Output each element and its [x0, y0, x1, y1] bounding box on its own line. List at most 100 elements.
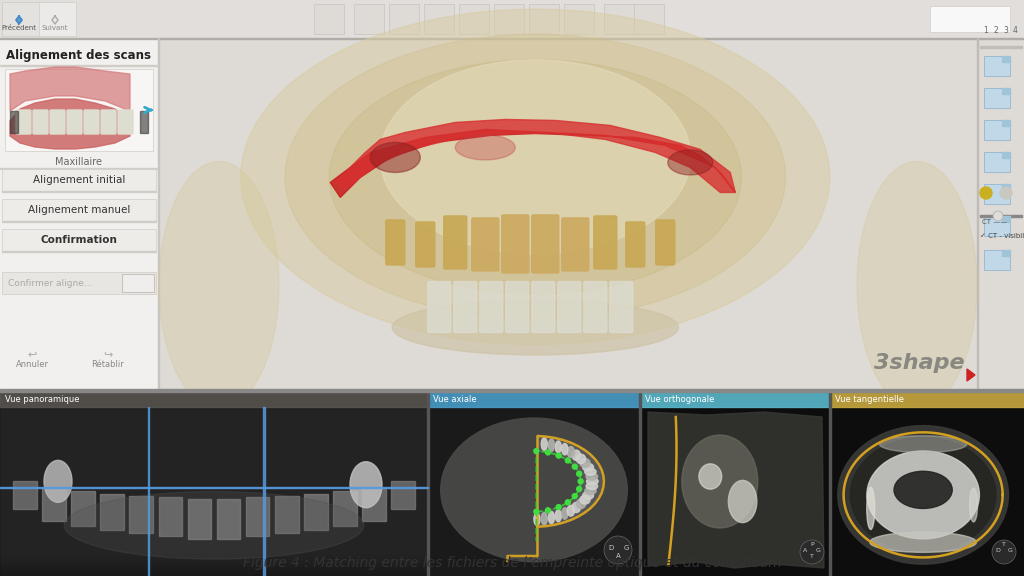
Ellipse shape: [392, 300, 679, 355]
Bar: [634, 4, 664, 34]
Bar: [0, 554, 428, 555]
Bar: [2, 221, 156, 222]
Bar: [0, 416, 428, 417]
Bar: [564, 4, 594, 34]
Bar: [0, 573, 428, 574]
Bar: [0, 413, 428, 414]
Bar: [829, 391, 831, 576]
Bar: [314, 4, 344, 34]
Bar: [0, 476, 428, 477]
Ellipse shape: [869, 532, 977, 552]
Ellipse shape: [583, 491, 594, 499]
Bar: [0, 411, 428, 412]
Circle shape: [577, 471, 582, 476]
Bar: [0, 38, 1024, 39]
Bar: [0, 536, 428, 537]
Text: G: G: [816, 548, 821, 553]
FancyBboxPatch shape: [101, 110, 116, 134]
FancyBboxPatch shape: [531, 282, 555, 332]
Bar: [980, 46, 1022, 48]
Ellipse shape: [857, 161, 977, 408]
Bar: [0, 420, 428, 421]
Bar: [0, 544, 428, 545]
Ellipse shape: [350, 462, 382, 507]
Bar: [0, 529, 428, 530]
Bar: [0, 570, 428, 571]
Bar: [0, 417, 428, 418]
Bar: [984, 120, 1010, 140]
Bar: [0, 557, 428, 558]
Polygon shape: [10, 67, 130, 111]
Bar: [0, 431, 428, 432]
Ellipse shape: [668, 150, 713, 175]
Ellipse shape: [580, 458, 590, 467]
Circle shape: [572, 464, 578, 469]
Ellipse shape: [838, 426, 1009, 564]
Bar: [0, 440, 428, 441]
Bar: [0, 553, 428, 554]
Bar: [0, 438, 428, 439]
Bar: [362, 488, 386, 521]
Bar: [0, 441, 428, 442]
Ellipse shape: [850, 437, 996, 552]
Bar: [0, 526, 428, 527]
Bar: [2, 2, 39, 36]
Bar: [0, 430, 428, 431]
Bar: [0, 408, 428, 409]
Text: G: G: [624, 545, 630, 551]
Bar: [0, 546, 428, 547]
Bar: [246, 497, 269, 536]
Text: A: A: [803, 548, 807, 553]
Bar: [0, 428, 428, 429]
Bar: [0, 517, 428, 518]
Bar: [0, 539, 428, 540]
Bar: [217, 499, 241, 539]
Bar: [2, 199, 156, 221]
FancyBboxPatch shape: [584, 282, 607, 332]
FancyBboxPatch shape: [626, 222, 645, 267]
Bar: [494, 4, 524, 34]
Polygon shape: [10, 99, 130, 149]
Bar: [0, 481, 428, 482]
Ellipse shape: [380, 60, 691, 254]
Bar: [0, 552, 428, 553]
Bar: [0, 540, 428, 541]
Bar: [0, 412, 428, 413]
FancyBboxPatch shape: [480, 282, 503, 332]
Bar: [0, 492, 428, 493]
Bar: [0, 419, 428, 420]
Bar: [0, 444, 428, 445]
Circle shape: [1000, 187, 1012, 199]
FancyBboxPatch shape: [443, 216, 467, 269]
Bar: [0, 523, 428, 524]
FancyBboxPatch shape: [33, 110, 48, 134]
Ellipse shape: [371, 142, 420, 172]
Ellipse shape: [549, 439, 554, 452]
FancyBboxPatch shape: [428, 282, 451, 332]
Circle shape: [546, 450, 551, 455]
Text: Précédent: Précédent: [1, 25, 37, 31]
Bar: [0, 521, 428, 522]
Bar: [0, 496, 428, 497]
Bar: [0, 460, 428, 461]
Text: 4: 4: [1013, 26, 1018, 35]
FancyBboxPatch shape: [502, 215, 528, 273]
Bar: [389, 4, 419, 34]
FancyBboxPatch shape: [16, 110, 31, 134]
Bar: [0, 547, 428, 548]
Ellipse shape: [970, 488, 978, 522]
Ellipse shape: [580, 495, 590, 504]
Ellipse shape: [542, 513, 547, 525]
Bar: [0, 482, 428, 483]
Bar: [0, 436, 428, 437]
Bar: [0, 410, 428, 411]
FancyBboxPatch shape: [50, 110, 65, 134]
Bar: [100, 494, 124, 530]
Bar: [0, 466, 428, 467]
Bar: [0, 484, 428, 485]
Bar: [0, 486, 428, 487]
Bar: [274, 495, 299, 533]
Ellipse shape: [549, 511, 554, 524]
Bar: [0, 499, 428, 500]
Bar: [428, 391, 640, 576]
